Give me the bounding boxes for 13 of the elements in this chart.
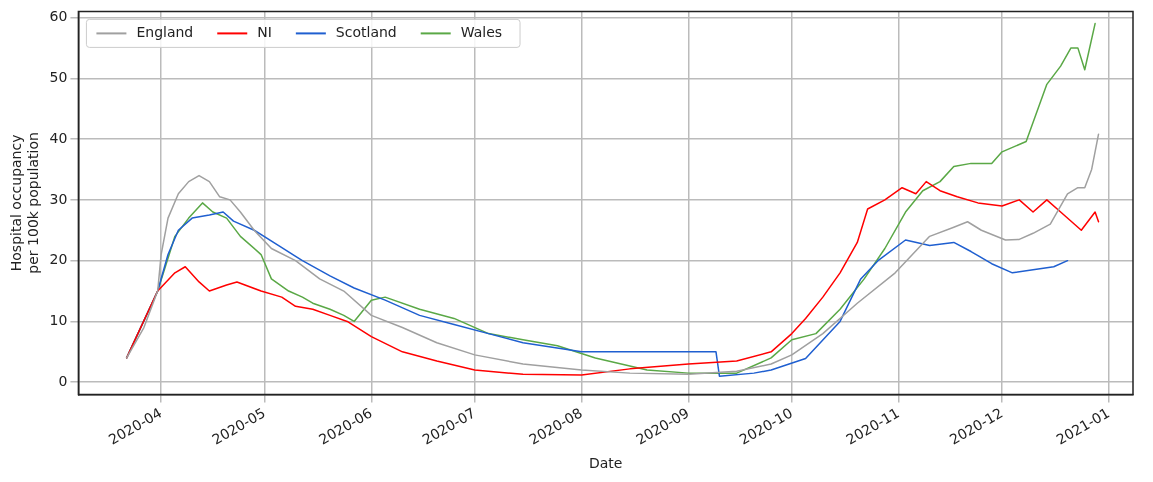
x-axis-title: Date bbox=[588, 455, 623, 472]
y-tick-label: 10 bbox=[49, 312, 68, 329]
y-tick-label: 60 bbox=[49, 8, 68, 25]
y-tick-label: 0 bbox=[58, 372, 68, 389]
legend-label: England bbox=[136, 24, 194, 41]
y-tick-label: 50 bbox=[49, 68, 68, 85]
legend-label: Scotland bbox=[335, 24, 397, 41]
legend-label: NI bbox=[257, 24, 272, 41]
y-tick-label: 40 bbox=[49, 129, 68, 146]
y-tick-label: 30 bbox=[49, 190, 68, 207]
y-tick-label: 20 bbox=[49, 251, 68, 268]
y-axis-title: Hospital occupancy per 100k population bbox=[8, 132, 41, 274]
legend-label: Wales bbox=[460, 24, 503, 41]
